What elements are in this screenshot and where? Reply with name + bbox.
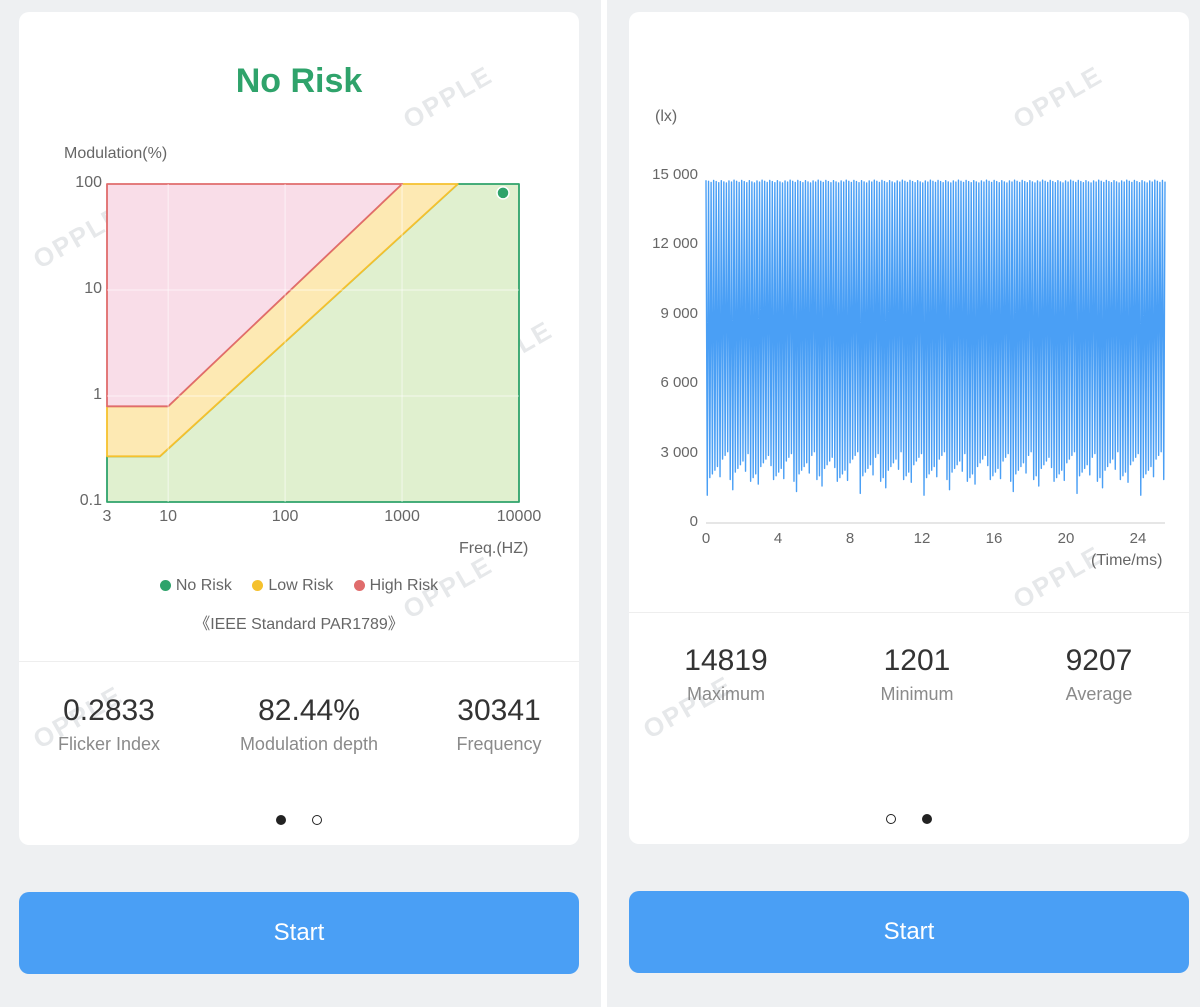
stat-label: Modulation depth	[239, 734, 379, 754]
legend-label: No Risk	[175, 577, 232, 594]
stat-modulation-depth: 82.44% Modulation depth	[219, 694, 399, 755]
stat-value: 30341	[457, 694, 541, 727]
y-tick-label: 3 000	[660, 443, 698, 461]
legend-dot	[353, 580, 365, 591]
y-tick-label: 12 000	[652, 235, 698, 253]
x-tick-label: 16	[985, 530, 1003, 547]
y-axis-unit: (lx)	[655, 108, 678, 125]
stat-value: 82.44%	[258, 694, 360, 727]
y-tick-label: 0.1	[79, 492, 102, 509]
x-tick-label: 1000	[384, 508, 420, 525]
y-tick-label: 6 000	[660, 374, 698, 392]
x-tick-label: 100	[271, 508, 299, 525]
x-tick-label: 10000	[496, 508, 542, 525]
page-indicator	[19, 812, 579, 830]
stat-label: Maximum	[686, 684, 765, 704]
standard-reference: 《IEEE Standard PAR1789》	[194, 616, 404, 633]
stat-value: 9207	[1065, 644, 1133, 677]
x-tick-label: 20	[1057, 530, 1075, 547]
panel-divider	[601, 0, 607, 1007]
y-tick-label: 100	[75, 174, 102, 191]
illuminance-waveform-card: OPPLE OPPLE OPPLE (lx) 0 4 8 12 16 20 24 15 00…	[629, 12, 1189, 844]
page-dot-1[interactable]	[886, 814, 896, 824]
x-tick-label: 8	[845, 530, 855, 547]
legend-item-no-risk: No Risk	[159, 577, 232, 595]
measurement-point	[496, 186, 510, 200]
legend-dot	[159, 580, 171, 591]
y-tick-label: 10	[84, 280, 102, 297]
page-dot-1[interactable]	[276, 815, 286, 825]
stat-maximum: 14819 Maximum	[636, 644, 816, 705]
illuminance-series-line	[705, 179, 1166, 496]
section-divider	[19, 661, 579, 662]
x-tick-label: 0	[701, 530, 711, 547]
stat-value: 14819	[684, 644, 768, 677]
y-tick-label: 1	[93, 386, 102, 403]
x-tick-label: 4	[773, 530, 783, 547]
start-button-right[interactable]: Start	[629, 891, 1189, 973]
stat-flicker-index: 0.2833 Flicker Index	[19, 694, 199, 755]
legend-label: Low Risk	[268, 577, 334, 594]
y-tick-label: 9 000	[660, 304, 698, 322]
risk-chart	[106, 183, 520, 503]
stat-label: Flicker Index	[57, 734, 161, 754]
x-axis-unit: (Time/ms)	[1091, 552, 1163, 569]
page-dot-2[interactable]	[312, 815, 322, 825]
stat-value: 0.2833	[63, 694, 155, 727]
stat-label: Minimum	[880, 684, 954, 704]
start-button-left[interactable]: Start	[19, 892, 579, 974]
stat-label: Frequency	[456, 734, 542, 754]
x-tick-label: 24	[1129, 530, 1147, 547]
flicker-risk-card: OPPLE OPPLE OPPLE OPPLE OPPLE OPPLE No R…	[19, 12, 579, 845]
legend-item-high-risk: High Risk	[353, 577, 439, 595]
y-tick-label: 15 000	[652, 166, 698, 183]
section-divider	[629, 612, 1189, 613]
chart-legend: No Risk Low Risk High Risk	[19, 577, 579, 595]
page-dot-2[interactable]	[922, 814, 932, 824]
page-indicator	[629, 811, 1189, 829]
stat-label: Average	[1065, 684, 1133, 704]
stat-frequency: 30341 Frequency	[409, 694, 579, 755]
legend-dot	[252, 580, 264, 591]
stat-minimum: 1201 Minimum	[827, 644, 1007, 705]
legend-item-low-risk: Low Risk	[252, 577, 333, 595]
legend-label: High Risk	[369, 577, 439, 594]
stat-value: 1201	[883, 644, 951, 677]
x-tick-label: 10	[159, 508, 178, 525]
x-tick-label: 12	[913, 530, 931, 547]
stat-average: 9207 Average	[1009, 644, 1189, 705]
risk-level-title: No Risk	[235, 62, 363, 100]
x-tick-label: 3	[102, 508, 112, 525]
y-tick-label: 0	[689, 513, 698, 530]
y-axis-label: Modulation(%)	[64, 145, 168, 162]
x-axis-label: Freq.(HZ)	[459, 540, 529, 557]
waveform-chart	[705, 179, 1166, 524]
